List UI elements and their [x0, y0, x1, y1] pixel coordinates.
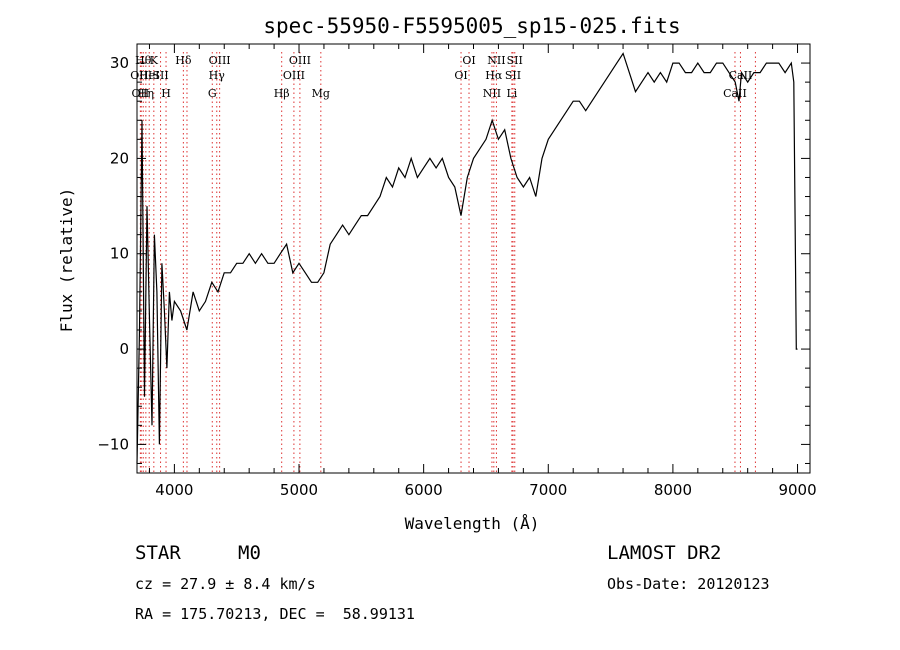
x-tick-label: 9000: [778, 481, 816, 499]
spectral-line-labels: OII OIII Hθ Hη HeI K SII H Hδ G Hγ OIII Hβ OIII OIII Mg…: [130, 54, 752, 100]
plot-frame: [136, 43, 811, 474]
line-marker-label: G: [208, 87, 217, 100]
spectral-line-markers: [139, 52, 756, 473]
line-marker-label: OIII: [209, 54, 231, 67]
line-marker-label: NII: [487, 54, 505, 67]
line-marker-label: K: [150, 54, 159, 67]
axis-ticks: 4000 5000 6000 7000 8000 9000 −10 0 10 20 30: [97, 43, 817, 499]
line-marker-label: HeI: [139, 69, 159, 82]
observation-date: Obs-Date: 20120123: [607, 575, 770, 593]
object-class: STAR: [135, 542, 181, 564]
coordinates-readout: RA = 175.70213, DEC = 58.99131: [135, 605, 415, 623]
y-tick-label: 20: [110, 149, 129, 167]
object-subclass: M0: [238, 542, 261, 564]
line-marker-label: Hδ: [175, 54, 192, 67]
line-marker-label: Mg: [312, 87, 330, 100]
line-marker-label: Hα: [485, 69, 503, 82]
line-marker-label: CaII: [723, 87, 747, 100]
y-tick-label: 10: [110, 245, 129, 263]
x-tick-label: 6000: [405, 481, 443, 499]
line-marker-label: CaII: [729, 69, 753, 82]
x-tick-label: 8000: [654, 481, 692, 499]
line-marker-label: H: [161, 87, 171, 100]
line-marker-label: OIII: [283, 69, 305, 82]
y-tick-label: 30: [110, 54, 129, 72]
line-marker-label: SII: [505, 69, 521, 82]
x-tick-label: 4000: [155, 481, 193, 499]
x-tick-label: 7000: [529, 481, 567, 499]
line-marker-label: OIII: [130, 69, 152, 82]
redshift-readout: cz = 27.9 ± 8.4 km/s: [135, 575, 316, 593]
line-marker-label: Hθ: [135, 54, 152, 67]
line-marker-label: Hβ: [274, 87, 290, 100]
line-marker-label: Hη: [138, 87, 154, 100]
x-tick-label: 5000: [280, 481, 318, 499]
line-marker-label: OII: [132, 87, 150, 100]
line-marker-label: Hγ: [209, 69, 226, 82]
y-axis-label: Flux (relative): [57, 188, 76, 333]
line-marker-label: SII: [507, 54, 523, 67]
line-marker-label: OI: [454, 69, 467, 82]
line-marker-label: Li: [506, 87, 517, 100]
survey-name: LAMOST DR2: [607, 542, 722, 564]
line-marker-label: SII: [152, 69, 168, 82]
y-tick-label: −10: [97, 435, 129, 453]
line-marker-label: OI: [462, 54, 475, 67]
chart-title: spec-55950-F5595005_sp15-025.fits: [263, 14, 680, 38]
spectrum-series-line: [136, 52, 798, 464]
y-tick-label: 0: [119, 340, 129, 358]
x-axis-label: Wavelength (Å): [405, 514, 540, 533]
line-marker-label: NII: [483, 87, 501, 100]
line-marker-label: OIII: [289, 54, 311, 67]
